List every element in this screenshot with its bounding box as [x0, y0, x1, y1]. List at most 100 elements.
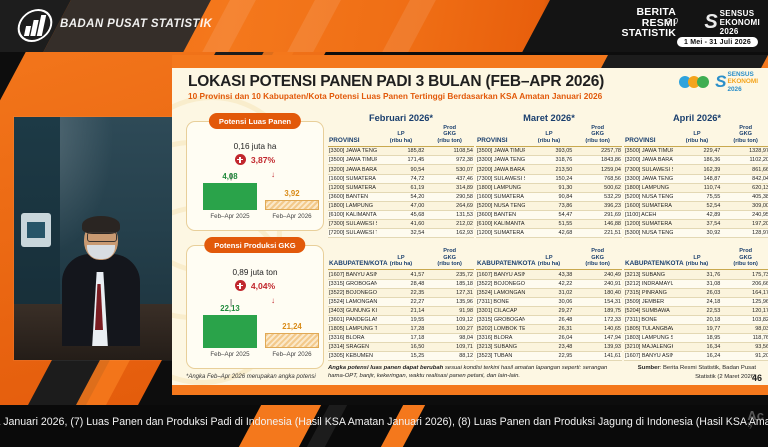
brs-mini-logo-icon [679, 76, 710, 89]
row-name: [3315] GROBOGAN [328, 279, 377, 289]
bar-label-2025-produksi-gkg: 22,13 [220, 304, 240, 313]
row-lp: 15,25 [376, 351, 426, 362]
watermark: Ac ty [747, 409, 764, 429]
bar-2026-luas-panen: 3,92 Feb–Apr 2026 [265, 189, 319, 220]
bar-2025-produksi-gkg: 22,13 Feb–Apr 2025 [203, 304, 257, 358]
row-prod: 147,94 [573, 333, 622, 344]
row-prod: 118,76 [721, 333, 768, 344]
table-caption-februari: Februari 2026* [368, 113, 434, 123]
table-caption-april: April 2026* [672, 113, 722, 123]
row-prod: 140,65 [573, 324, 622, 335]
decrease-badge-icon-2 [234, 280, 246, 291]
row-prod: 240,49 [573, 269, 622, 280]
row-name: [1200] SUMATERA UTARA [624, 219, 673, 230]
row-lp: 54,47 [524, 210, 574, 221]
table-row: [3212] INDRAMAYU 31,08 206,66 [624, 279, 768, 289]
source-label: Sumber [637, 365, 660, 372]
row-lp: 22,27 [376, 297, 426, 307]
row-name: [7300] SULAWESI SELATAN [624, 164, 673, 175]
brs-line-3: STATISTIK [621, 27, 676, 40]
row-lp: 31,76 [672, 269, 722, 280]
sensus-monogram-icon: S [704, 11, 717, 34]
sensus-date-badge: 1 Mei - 31 Juli 2026 [676, 37, 758, 47]
row-prod: 768,56 [573, 174, 622, 184]
row-name: [3300] JAWA TENGAH [328, 146, 377, 157]
sensus-mini-line-3: 2026 [727, 85, 742, 93]
row-lp: 75,55 [672, 192, 722, 202]
row-prod: 240,91 [573, 279, 622, 289]
row-lp: 186,36 [672, 155, 722, 166]
row-prod: 206,66 [721, 279, 768, 289]
row-name: [7200] SULAWESI TENGAH [328, 228, 377, 239]
row-name: [3600] BANTEN [328, 192, 377, 202]
row-lp: 54,20 [376, 192, 426, 202]
table-row: [3315] GROBOGAN 28,48 185,18 [328, 279, 474, 289]
table-column-april: April 2026* PROVINSI LP (ribu ha) Prod GKG… [624, 113, 768, 362]
table-row: [3600] BANTEN 54,20 290,58 [328, 192, 474, 202]
row-name: [3509] JEMBER [624, 297, 673, 307]
th-prod-r2: Prod GKG (ribu ton) [733, 248, 758, 268]
slide-footnote: Angka potensi luas panen dapat berubah s… [328, 364, 618, 381]
row-lp: 41,60 [376, 219, 426, 230]
row-name: [3500] JAWA TIMUR [328, 155, 377, 166]
row-name: [3301] CILACAP [476, 306, 525, 316]
slide-note-left: *Angka Feb–Apr 2026 merupakan angka pote… [186, 374, 316, 380]
row-prod: 309,00 [721, 201, 768, 211]
table-row: [3314] SRAGEN 16,50 109,71 [328, 342, 474, 353]
row-prod: 861,66 [721, 164, 768, 175]
row-lp: 26,03 [672, 288, 722, 298]
brs-version-mark: 2.0 [666, 17, 678, 26]
footnote-rest: sesuai kondisi terkini hasil amatan lapa… [328, 364, 608, 380]
bar-period-2026-luas-panen: Feb–Apr 2026 [272, 212, 312, 220]
row-name: [1800] LAMPUNG [624, 183, 673, 193]
row-name: [7315] PINRANG [624, 288, 673, 298]
bar-period-2025-luas-panen: Feb–Apr 2025 [210, 212, 250, 220]
kpi-title-luas-panen: Potensi Luas Panen [208, 113, 302, 129]
kpi-delta-value-luas-panen: 0,16 juta ha [233, 142, 277, 151]
top-banner: BADAN PUSAT STATISTIK BERITA RESMI STATI… [0, 0, 768, 52]
row-lp: 31,08 [672, 279, 722, 289]
row-name: [3300] JAWA TENGAH [624, 174, 673, 184]
sensus-mini-logo-icon: S SENSUS EKONOMI 2026 [715, 71, 758, 93]
slide-title: LOKASI POTENSI PANEN PADI 3 BULAN (FEB–A… [188, 73, 605, 90]
table-row: [1100] ACEH 42,89 240,95 [624, 210, 768, 221]
row-prod: 172,33 [573, 315, 622, 326]
row-prod: 120,17 [721, 306, 768, 316]
row-prod: 109,71 [425, 342, 474, 353]
row-lp: 185,82 [376, 146, 426, 157]
source-text: : Berita Resmi Statistik, Badan Pusat St… [659, 365, 756, 380]
row-prod: 530,07 [425, 164, 474, 175]
row-prod: 135,96 [425, 297, 474, 307]
bar-period-2026-produksi-gkg: Feb–Apr 2026 [272, 350, 312, 358]
table-row: [1607] BANYU ASIN 16,24 91,20 [624, 351, 768, 362]
row-prod: 93,56 [721, 342, 768, 353]
slide-subtitle: 10 Provinsi dan 10 Kabupaten/Kota Potens… [188, 91, 603, 101]
speaker-glasses-icon [87, 232, 117, 242]
table-row: [7311] BONE 30,06 154,31 [476, 297, 622, 307]
th-province-0: PROVINSI [329, 136, 360, 144]
row-prod: 162,93 [425, 228, 474, 239]
row-lp: 31,02 [524, 288, 574, 298]
row-name: [1200] SUMATERA UTARA [476, 228, 525, 239]
row-prod: 396,23 [573, 201, 622, 211]
speaker-video-panel[interactable] [14, 117, 172, 360]
th-prod-1: Prod GKG (ribu ton) [585, 125, 610, 144]
row-name: [7311] BONE [624, 315, 673, 326]
bar-2026-produksi-gkg: 21,24 Feb–Apr 2026 [265, 322, 319, 358]
row-name: [3213] SUBANG [476, 342, 525, 353]
table-row: [3316] BLORA 17,18 98,04 [328, 333, 474, 344]
row-prod: 221,51 [573, 228, 622, 239]
kpi-title-produksi-gkg: Potensi Produksi GKG [204, 237, 306, 253]
row-prod: 109,12 [425, 315, 474, 326]
province-table-maret: PROVINSI LP (ribu ha) Prod GKG (ribu ton) [… [476, 125, 622, 239]
province-table-april: PROVINSI LP (ribu ha) Prod GKG (ribu ton) [… [624, 125, 768, 239]
